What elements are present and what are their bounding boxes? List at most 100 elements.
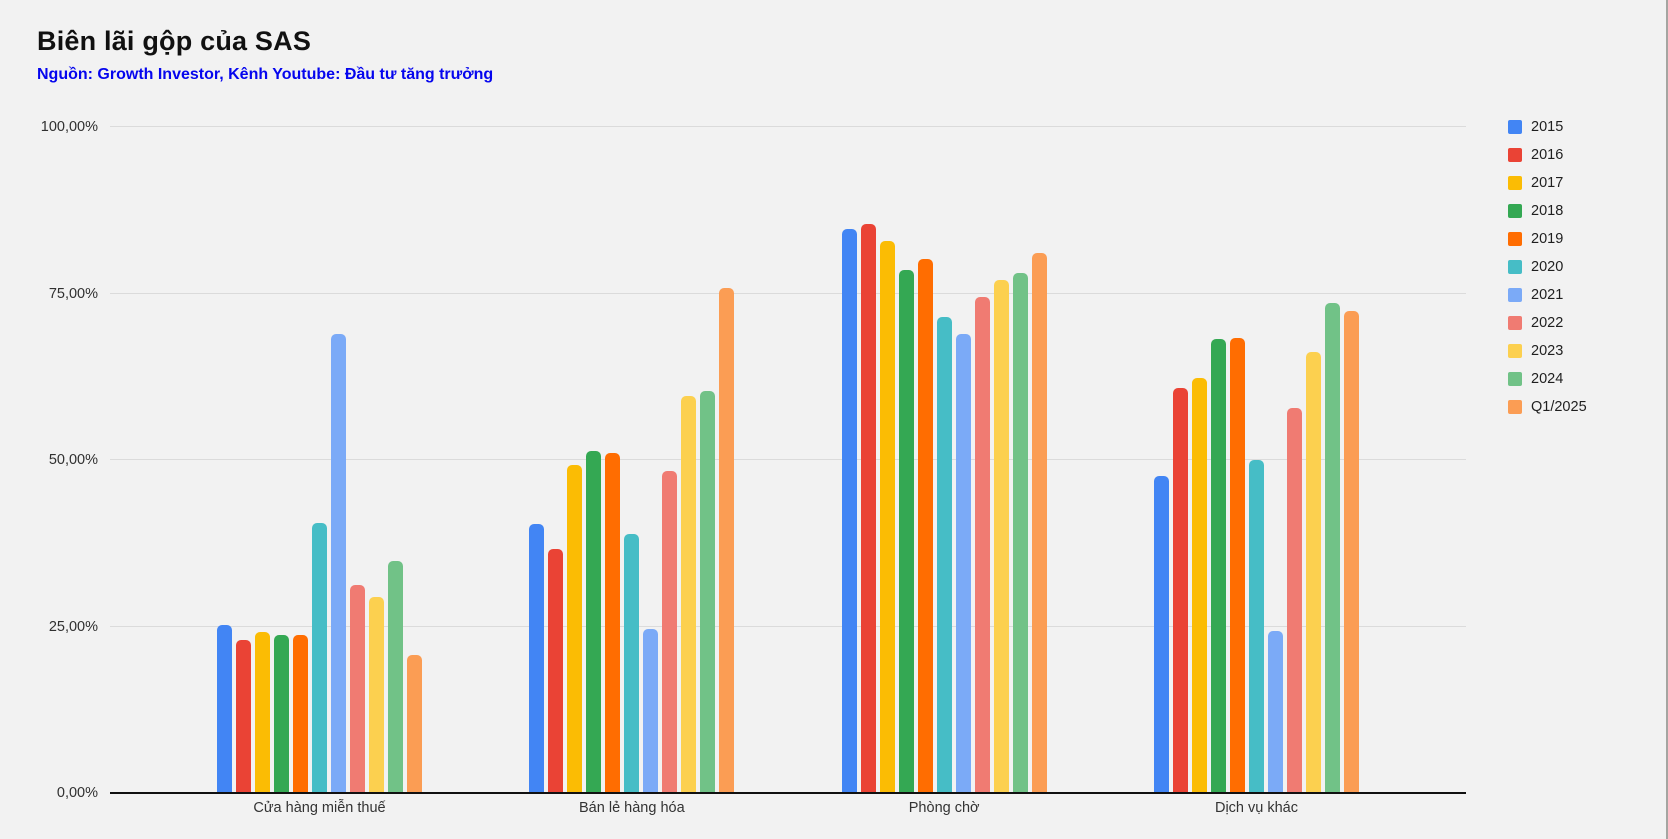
bar-2019[interactable] <box>917 258 933 793</box>
bar-2016[interactable] <box>860 223 876 793</box>
legend-item-2021: 2021 <box>1508 281 1587 309</box>
legend-label: 2015 <box>1531 119 1564 135</box>
x-axis-line <box>110 792 1466 794</box>
bar-groups-row <box>110 127 1466 793</box>
bar-2016[interactable] <box>1172 388 1188 793</box>
bar-2023[interactable] <box>681 396 697 793</box>
chart-title: Biên lãi gộp của SAS <box>37 26 312 56</box>
bar-2019[interactable] <box>605 453 621 793</box>
bar-2017[interactable] <box>567 465 583 793</box>
bar-2024[interactable] <box>1324 302 1340 793</box>
bar-group-1 <box>217 127 422 793</box>
legend-swatch-icon <box>1508 148 1522 162</box>
legend-swatch-icon <box>1508 288 1522 302</box>
legend-swatch-icon <box>1508 400 1522 414</box>
y-tick-label-25: 25,00% <box>48 618 98 635</box>
legend-item-2020: 2020 <box>1508 253 1587 281</box>
legend-swatch-icon <box>1508 232 1522 246</box>
legend-item-2024: 2024 <box>1508 365 1587 393</box>
y-axis: 0,00% 25,00% 50,00% 75,00% 100,00% <box>0 119 98 801</box>
gridline-25 <box>110 625 1466 627</box>
bar-2017[interactable] <box>879 240 895 793</box>
legend-label: 2019 <box>1531 231 1564 247</box>
legend-swatch-icon <box>1508 120 1522 134</box>
bar-2023[interactable] <box>993 280 1009 793</box>
bar-group-3 <box>841 127 1047 793</box>
bar-q1-2025[interactable] <box>1343 310 1359 793</box>
legend-item-2019: 2019 <box>1508 225 1587 253</box>
legend-label: 2023 <box>1531 343 1564 359</box>
legend-swatch-icon <box>1508 372 1522 386</box>
bar-2020[interactable] <box>1248 460 1264 793</box>
bar-2021[interactable] <box>1267 631 1283 793</box>
bar-2015[interactable] <box>217 624 232 793</box>
x-category-label-2: Bán lẻ hàng hóa <box>579 800 685 816</box>
bar-2018[interactable] <box>898 270 914 793</box>
bar-2021[interactable] <box>643 629 659 793</box>
legend-item-2015: 2015 <box>1508 113 1587 141</box>
bar-2015[interactable] <box>841 228 857 793</box>
bar-2020[interactable] <box>312 523 327 793</box>
legend-item-2016: 2016 <box>1508 141 1587 169</box>
y-tick-label-75: 75,00% <box>48 285 98 302</box>
chart-source: Nguồn: Growth Investor, Kênh Youtube: Đầ… <box>37 66 494 83</box>
bar-2018[interactable] <box>586 450 602 793</box>
gridline-50 <box>110 459 1466 460</box>
legend-label: 2020 <box>1531 259 1564 275</box>
bar-2024[interactable] <box>700 391 716 793</box>
gridline-75 <box>110 292 1466 294</box>
bar-2021[interactable] <box>955 334 971 793</box>
y-tick-label-50: 50,00% <box>48 452 98 468</box>
x-axis: Cửa hàng miễn thuế Bán lẻ hàng hóa Phòng c… <box>110 800 1466 816</box>
bar-2023[interactable] <box>369 596 384 793</box>
bar-q1-2025[interactable] <box>719 288 735 793</box>
legend-swatch-icon <box>1508 176 1522 190</box>
bar-2017[interactable] <box>1191 378 1207 793</box>
legend-label: 2024 <box>1531 371 1564 387</box>
legend-swatch-icon <box>1508 260 1522 274</box>
bar-2018[interactable] <box>1210 338 1226 793</box>
bar-q1-2025[interactable] <box>1031 252 1047 793</box>
bar-2019[interactable] <box>293 634 308 793</box>
bar-2024[interactable] <box>1012 272 1028 793</box>
bar-2016[interactable] <box>548 549 564 793</box>
legend-label: 2022 <box>1531 315 1564 331</box>
legend-item-2018: 2018 <box>1508 197 1587 225</box>
legend-swatch-icon <box>1508 204 1522 218</box>
legend-item-q1-2025: Q1/2025 <box>1508 393 1587 421</box>
bar-2021[interactable] <box>331 333 346 793</box>
legend-swatch-icon <box>1508 316 1522 330</box>
bar-2015[interactable] <box>529 523 545 793</box>
bar-2017[interactable] <box>255 631 270 793</box>
bar-2022[interactable] <box>662 471 678 793</box>
legend-label: 2016 <box>1531 147 1564 163</box>
x-category-label-3: Phòng chờ <box>908 800 980 816</box>
y-tick-label-0: 0,00% <box>56 785 98 801</box>
bar-2023[interactable] <box>1305 352 1321 793</box>
bar-2015[interactable] <box>1153 476 1169 793</box>
legend-label: 2017 <box>1531 175 1564 191</box>
bar-2018[interactable] <box>274 634 289 793</box>
legend: 2015 2016 2017 2018 2019 2020 2021 2022 2023 2024… <box>1508 113 1587 421</box>
legend-label: Q1/2025 <box>1531 399 1587 415</box>
x-category-label-1: Cửa hàng miễn thuế <box>253 800 386 816</box>
bar-2020[interactable] <box>936 316 952 793</box>
x-category-label-4: Dịch vụ khác <box>1214 800 1298 816</box>
legend-label: 2021 <box>1531 287 1564 303</box>
bar-group-2 <box>529 127 735 793</box>
bar-2020[interactable] <box>624 533 640 793</box>
bar-2016[interactable] <box>236 639 251 793</box>
bar-2022[interactable] <box>974 296 990 793</box>
window-right-border <box>1666 0 1668 839</box>
legend-item-2023: 2023 <box>1508 337 1587 365</box>
bar-2019[interactable] <box>1229 338 1245 793</box>
bar-q1-2025[interactable] <box>407 654 422 793</box>
legend-item-2022: 2022 <box>1508 309 1587 337</box>
bar-2022[interactable] <box>350 584 365 793</box>
y-tick-label-100: 100,00% <box>40 119 98 135</box>
bar-2022[interactable] <box>1286 408 1302 793</box>
plot-area <box>110 126 1466 794</box>
bar-group-4 <box>1153 127 1359 793</box>
legend-item-2017: 2017 <box>1508 169 1587 197</box>
bar-2024[interactable] <box>388 561 403 793</box>
